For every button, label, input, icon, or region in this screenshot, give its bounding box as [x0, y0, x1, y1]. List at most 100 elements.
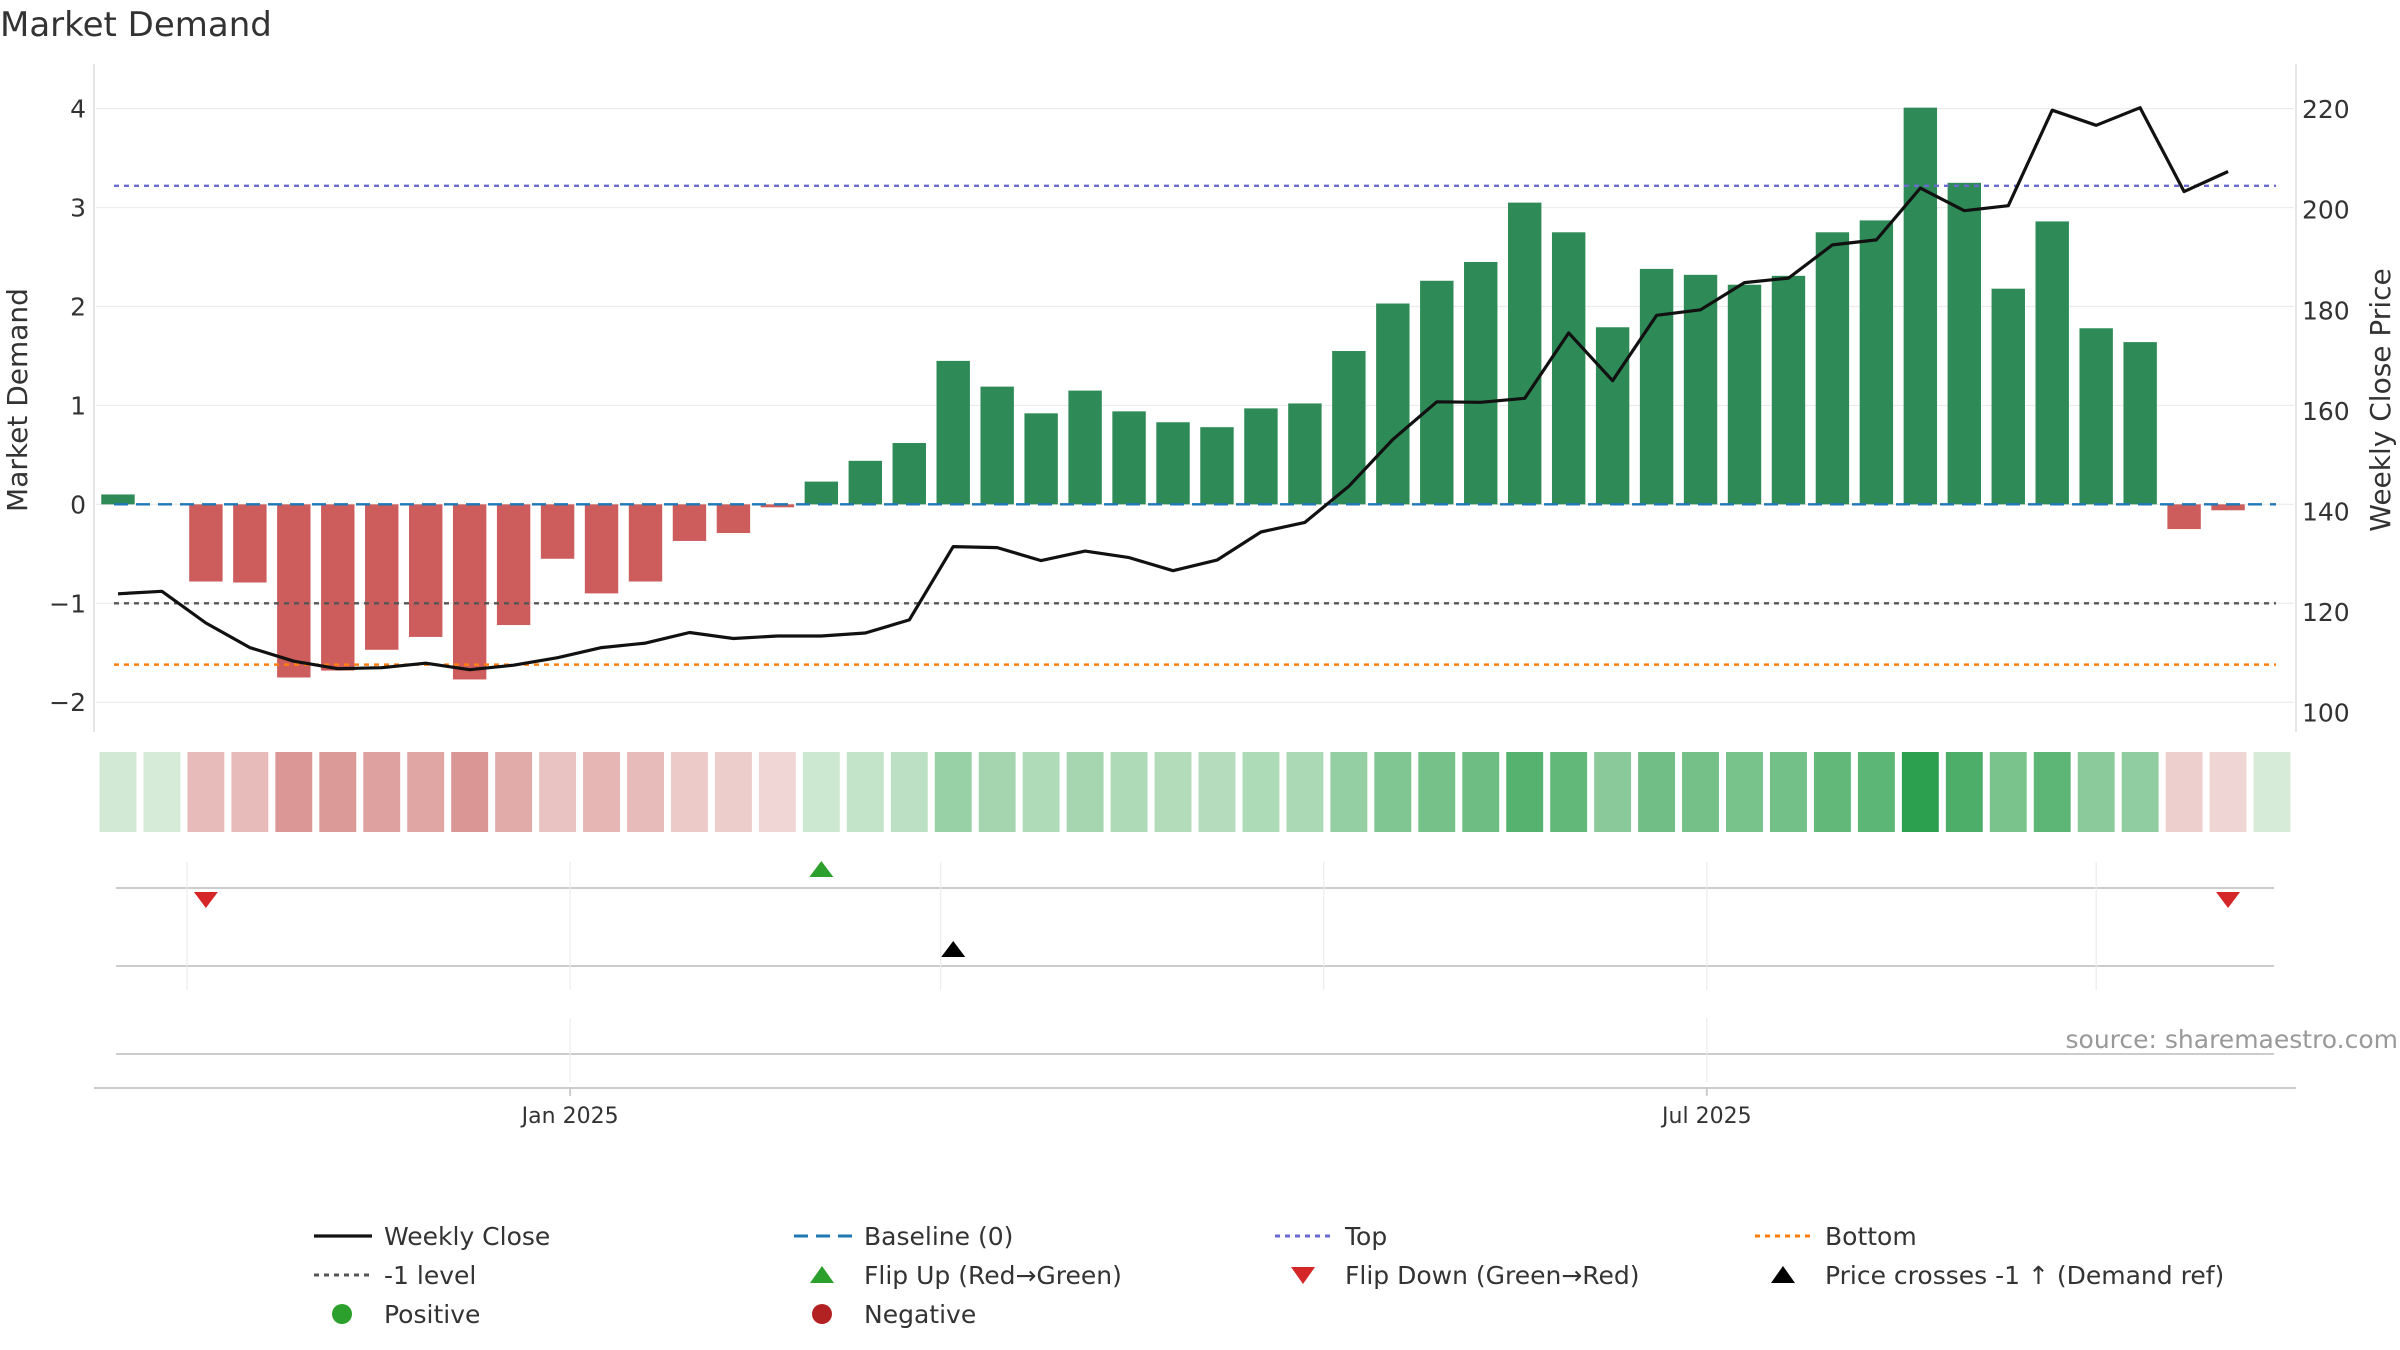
reference-lines-layer [114, 184, 2276, 666]
heatmap-cell [143, 752, 181, 832]
legend-swatch [812, 1304, 832, 1324]
demand-bar [1244, 408, 1278, 505]
y-tick-label: 1 [70, 391, 86, 420]
y-tick-label: −2 [49, 688, 86, 717]
heatmap-cell [758, 752, 796, 832]
heatmap-cell [1813, 752, 1851, 832]
heatmap-cell [231, 752, 269, 832]
y-tick-label: 3 [70, 194, 86, 223]
heatmap-cell [495, 752, 533, 832]
heatmap-cell [1110, 752, 1148, 832]
demand-bar [1595, 327, 1630, 505]
heatmap-cell [319, 752, 357, 832]
legend-swatch [810, 1266, 834, 1283]
heatmap-cell [1330, 752, 1368, 832]
legend-label: Top [1344, 1222, 1387, 1251]
heatmap-cell [1462, 752, 1500, 832]
legend-label: Negative [864, 1300, 976, 1329]
demand-bar [584, 504, 619, 594]
demand-bar [716, 504, 751, 534]
demand-bar [2035, 221, 2069, 505]
demand-bar [233, 504, 267, 583]
y-tick-label: −1 [49, 589, 86, 618]
y2-tick-label: 120 [2302, 598, 2350, 627]
y2-tick-label: 100 [2302, 698, 2350, 727]
heatmap-cell [1901, 752, 1939, 832]
legend: Weekly Close Baseline (0) Top Bottom -1 leve… [314, 1222, 2224, 1329]
demand-bar [1683, 274, 1718, 505]
legend-label: Positive [384, 1300, 480, 1329]
heatmap-cell [583, 752, 621, 832]
heatmap-cell [1769, 752, 1807, 832]
y2-tick-label: 140 [2302, 497, 2350, 526]
heatmap-cell [1989, 752, 2027, 832]
demand-bar [628, 504, 663, 582]
y2-tick-label: 200 [2302, 196, 2350, 225]
heatmap-cell [1594, 752, 1632, 832]
heatmap-cell [802, 752, 840, 832]
demand-bar [408, 504, 443, 637]
demand-bar [2211, 504, 2245, 511]
chart-title: Market Demand [0, 5, 272, 45]
y2-tick-label: 220 [2302, 95, 2350, 124]
demand-bar [1991, 288, 2025, 505]
heatmap-cell [846, 752, 884, 832]
legend-swatch [1771, 1266, 1795, 1283]
heatmap-cell [1286, 752, 1324, 832]
heatmap-cell [2121, 752, 2159, 832]
demand-bar [980, 386, 1014, 505]
heatmap-cell [978, 752, 1016, 832]
demand-bar [1376, 303, 1410, 505]
heatmap-cell [539, 752, 577, 832]
legend-swatch [332, 1304, 352, 1324]
demand-bar [321, 504, 355, 671]
y-axis-label: Market Demand [1, 288, 34, 512]
x-tick-label: Jul 2025 [1660, 1104, 1752, 1129]
legend-label: Bottom [1825, 1222, 1917, 1251]
demand-bar [1639, 268, 1674, 505]
heatmap-cell [187, 752, 225, 832]
demand-bar [1420, 280, 1454, 505]
demand-bar [1288, 403, 1322, 505]
heatmap-cell [890, 752, 928, 832]
heatmap-cell [934, 752, 972, 832]
demand-bar [1156, 422, 1190, 505]
demand-bar [892, 443, 926, 505]
flip-down-marker [2216, 892, 2241, 908]
demand-bar [101, 494, 135, 505]
source-note: source: sharemaestro.com [2066, 1025, 2399, 1054]
heatmap-cell [275, 752, 313, 832]
demand-bar [1815, 232, 1850, 505]
heatmap-cell [2209, 752, 2247, 832]
legend-label: Price crosses -1 ↑ (Demand ref) [1825, 1261, 2224, 1290]
price-line-layer [117, 106, 2229, 672]
demand-bar [1200, 427, 1234, 505]
demand-bar [1068, 390, 1102, 505]
y-tick-label: 0 [70, 490, 86, 519]
heatmap-cell [1022, 752, 1060, 832]
demand-bar [936, 360, 970, 505]
heatmap-cell [1857, 752, 1895, 832]
y-tick-label: 2 [70, 292, 86, 321]
heatmap-cell [1682, 752, 1720, 832]
demand-bar [1859, 220, 1894, 505]
heatmap-cell [1066, 752, 1104, 832]
weekly-close-line [117, 106, 2229, 672]
heatmap-cell [451, 752, 489, 832]
heatmap-cell [1726, 752, 1763, 832]
demand-bar [540, 504, 575, 559]
demand-bar [1947, 182, 1982, 505]
price-cross-marker [941, 941, 966, 957]
heatmap-cell [670, 752, 708, 832]
heatmap-cell [407, 752, 445, 832]
y2-axis-label: Weekly Close Price [2364, 268, 2397, 531]
events-panel [94, 861, 2296, 1089]
demand-bar [452, 504, 487, 680]
heatmap-cell [363, 752, 401, 832]
demand-bar [848, 460, 883, 505]
heatmap-cell [1154, 752, 1192, 832]
x-axis: Jan 2025 Jul 2025 [520, 1088, 1752, 1129]
flip-down-marker [193, 892, 218, 908]
demand-bar [760, 504, 795, 508]
legend-label: Weekly Close [384, 1222, 550, 1251]
